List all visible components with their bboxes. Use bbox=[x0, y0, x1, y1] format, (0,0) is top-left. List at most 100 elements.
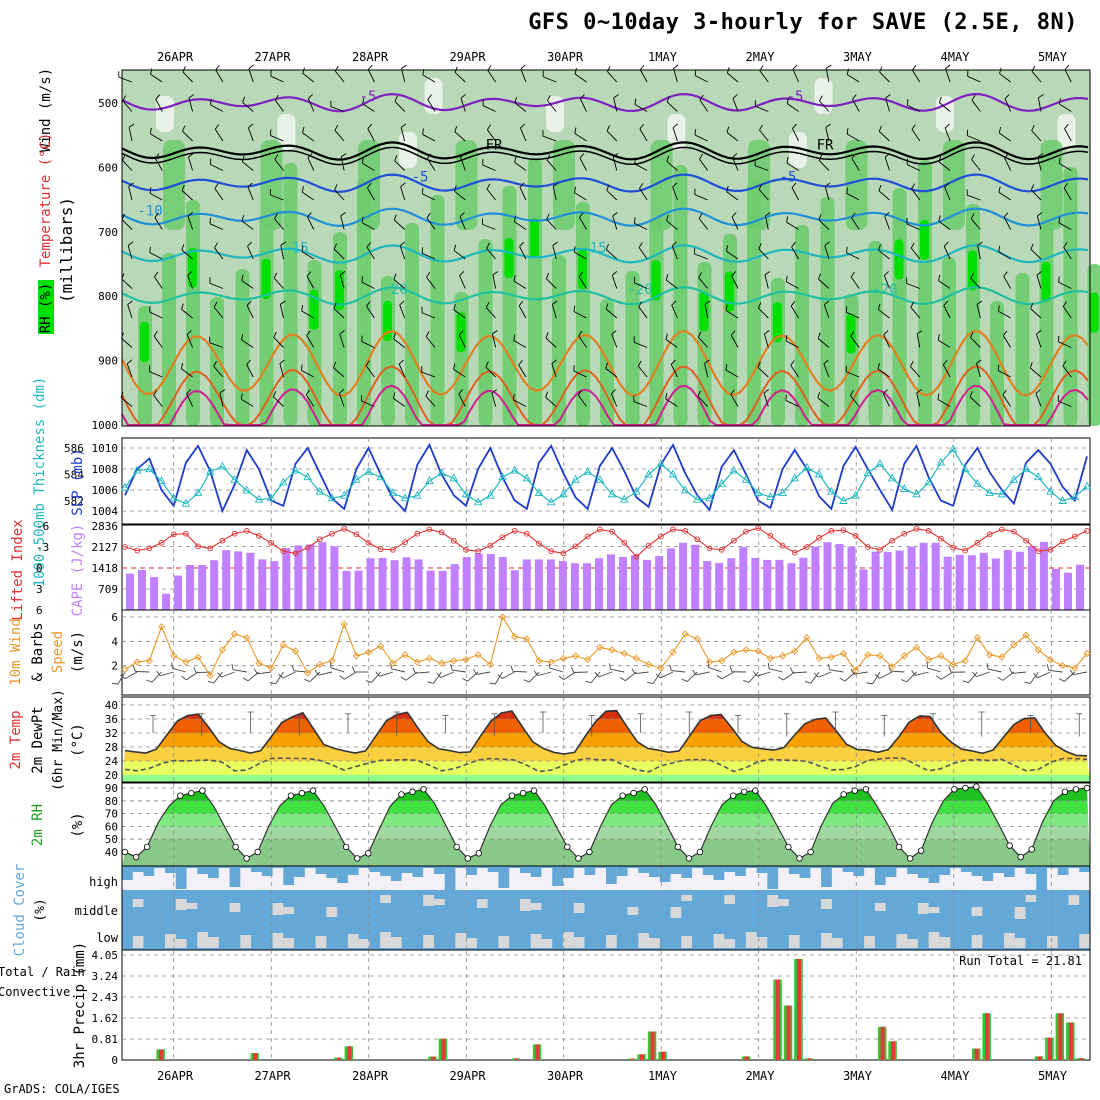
lifted-index-point bbox=[633, 553, 640, 560]
wind-barb-10m bbox=[510, 665, 514, 672]
wind-barb bbox=[634, 104, 648, 112]
day-label-top: 29APR bbox=[449, 50, 486, 64]
wind-barb bbox=[1004, 157, 1012, 171]
wind-barb bbox=[725, 245, 729, 252]
cloud-high bbox=[928, 868, 940, 883]
wind-barb bbox=[817, 392, 821, 399]
wind-barb bbox=[704, 300, 711, 305]
wind-barb bbox=[1035, 389, 1041, 394]
rh-point bbox=[342, 843, 350, 851]
thickness-point bbox=[230, 474, 239, 483]
cape-bar bbox=[234, 551, 243, 610]
wind-barb bbox=[726, 185, 729, 192]
wind-barb bbox=[361, 281, 375, 289]
cloud-high bbox=[283, 868, 295, 885]
lifted-index-line bbox=[124, 527, 1088, 558]
page-title: GFS 0~10day 3-hourly for SAVE (2.5E, 8N) bbox=[528, 10, 1078, 35]
cape-bar bbox=[907, 546, 916, 610]
wind-barb-10m bbox=[789, 667, 794, 674]
wind-barb-10m bbox=[415, 671, 430, 674]
wind-barb-10m bbox=[124, 671, 138, 680]
lifted-index-point bbox=[511, 528, 518, 534]
wind-barb bbox=[154, 212, 159, 218]
lifted-index-point bbox=[816, 535, 822, 541]
rh-point bbox=[132, 853, 140, 861]
thickness-point bbox=[924, 477, 933, 486]
wind-barb bbox=[1031, 130, 1042, 142]
wind-barb bbox=[786, 281, 799, 289]
wind-barb bbox=[280, 245, 284, 260]
wind-barb bbox=[849, 390, 854, 396]
wind-barb bbox=[758, 248, 769, 260]
cloud-low-gap bbox=[821, 933, 832, 948]
cape-bar bbox=[859, 569, 868, 610]
rh-point bbox=[398, 791, 405, 798]
wind-barb bbox=[367, 182, 372, 189]
lifted-index-point bbox=[682, 528, 689, 534]
cloud-low-gap bbox=[530, 934, 542, 948]
wind-barb bbox=[188, 153, 194, 158]
wind-barb bbox=[520, 127, 527, 142]
wind-barb bbox=[732, 153, 738, 158]
wind-speed-point bbox=[121, 665, 129, 673]
wind-barb-10m bbox=[911, 670, 916, 676]
wind-barb bbox=[247, 182, 253, 188]
wind-barb bbox=[764, 333, 769, 348]
wind-barb bbox=[306, 330, 311, 336]
rh-plume bbox=[1039, 220, 1054, 426]
thickness-point bbox=[607, 489, 617, 498]
precip-conv-bar bbox=[514, 1058, 519, 1060]
wind-barb bbox=[818, 154, 823, 161]
wind-speed-point bbox=[559, 654, 568, 663]
wind-barb-10m bbox=[872, 671, 881, 685]
wind-tick: 2 bbox=[111, 660, 118, 673]
wind-barb bbox=[333, 367, 345, 378]
wind-barb bbox=[186, 334, 194, 348]
wind-barb bbox=[606, 189, 618, 201]
wind-barb bbox=[574, 192, 587, 201]
wind-barb bbox=[551, 304, 557, 319]
slp-tick: 1004 bbox=[92, 505, 119, 518]
wind-barb bbox=[241, 274, 244, 281]
cape-bar bbox=[162, 593, 171, 610]
wind-barb-10m bbox=[721, 671, 735, 680]
cape-bar bbox=[883, 551, 892, 610]
cape-bar bbox=[667, 548, 676, 610]
wind-barb bbox=[214, 124, 220, 130]
wind-barb bbox=[1030, 308, 1042, 319]
wind-barb bbox=[970, 213, 975, 220]
wind-barb bbox=[547, 100, 557, 112]
precip-conv-bar bbox=[1058, 1013, 1063, 1060]
wind-barb bbox=[426, 277, 436, 289]
wind-barb bbox=[546, 154, 551, 161]
wind-barb bbox=[491, 392, 497, 407]
wind-barb bbox=[970, 218, 981, 230]
wind-barb bbox=[518, 300, 524, 307]
wind-barb bbox=[937, 393, 940, 400]
wind-barb-10m bbox=[462, 677, 468, 682]
rh-point bbox=[796, 855, 803, 862]
wind-barb bbox=[1058, 341, 1072, 348]
wind-barb-10m bbox=[968, 671, 978, 684]
thickness-point bbox=[279, 477, 288, 486]
wind-barb bbox=[790, 365, 799, 378]
cloud-high bbox=[584, 868, 596, 875]
wind-speed-point bbox=[730, 648, 738, 656]
wind-barb bbox=[850, 336, 860, 348]
cloud-mid-gap bbox=[186, 903, 198, 909]
wind-barb bbox=[970, 331, 974, 338]
wind-barb bbox=[1063, 247, 1072, 260]
cloud-high bbox=[197, 868, 209, 874]
wind-barb bbox=[154, 276, 163, 289]
cape-bar bbox=[655, 556, 664, 610]
cape-bar bbox=[282, 548, 291, 610]
wind-speed-point bbox=[815, 654, 823, 663]
wind-barb-10m bbox=[1012, 671, 1027, 674]
wind-barb bbox=[634, 163, 648, 171]
pressure-tick: 700 bbox=[98, 226, 118, 239]
wind-barb bbox=[215, 64, 220, 71]
rh-point bbox=[298, 789, 306, 797]
wind-barb bbox=[120, 397, 133, 407]
cloud-low-gap bbox=[788, 935, 800, 948]
cloud-high bbox=[530, 868, 542, 877]
